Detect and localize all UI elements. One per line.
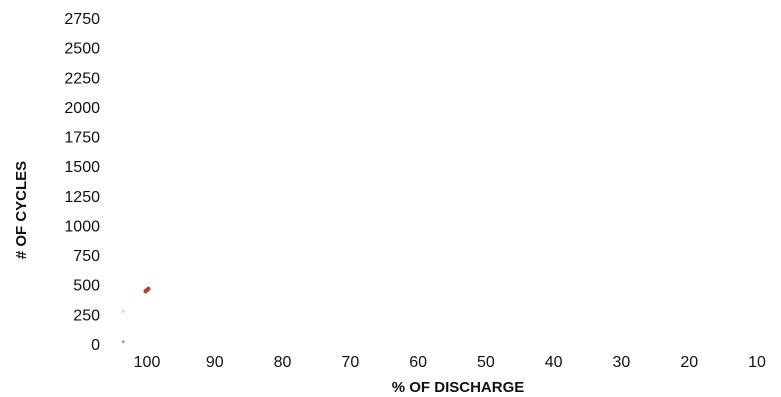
y-tick-label: 2000	[64, 100, 100, 117]
data-point	[143, 289, 148, 294]
y-tick-label: 2500	[64, 41, 100, 58]
y-tick-label: 750	[73, 248, 100, 265]
x-tick-label: 60	[409, 354, 427, 371]
y-tick-label: 2250	[64, 70, 100, 87]
x-axis-ticks: 100 90 80 70 60 50 40 30 20 10	[134, 354, 766, 371]
x-tick-label: 90	[206, 354, 224, 371]
x-tick-label: 40	[545, 354, 563, 371]
y-tick-label: 1750	[64, 130, 100, 147]
x-tick-label: 70	[341, 354, 359, 371]
x-axis-title: % OF DISCHARGE	[392, 379, 525, 396]
x-tick-label: 30	[613, 354, 631, 371]
x-tick-label: 100	[134, 354, 161, 371]
y-tick-label: 2750	[64, 11, 100, 28]
y-axis-title: # OF CYCLES	[13, 161, 30, 259]
x-tick-label: 10	[748, 354, 766, 371]
x-tick-label: 20	[680, 354, 698, 371]
data-point	[121, 310, 125, 313]
data-point	[121, 340, 125, 344]
y-tick-label: 1000	[64, 218, 100, 235]
y-tick-label: 1500	[64, 159, 100, 176]
x-tick-label: 80	[274, 354, 292, 371]
y-tick-label: 500	[73, 278, 100, 295]
x-tick-label: 50	[477, 354, 495, 371]
y-axis-ticks: 0 250 500 750 1000 1250 1500 1750 2000 2250 2500 27…	[64, 11, 100, 354]
y-tick-label: 1250	[64, 189, 100, 206]
data-points	[121, 286, 151, 344]
y-tick-label: 0	[91, 337, 100, 354]
y-tick-label: 250	[73, 307, 100, 324]
